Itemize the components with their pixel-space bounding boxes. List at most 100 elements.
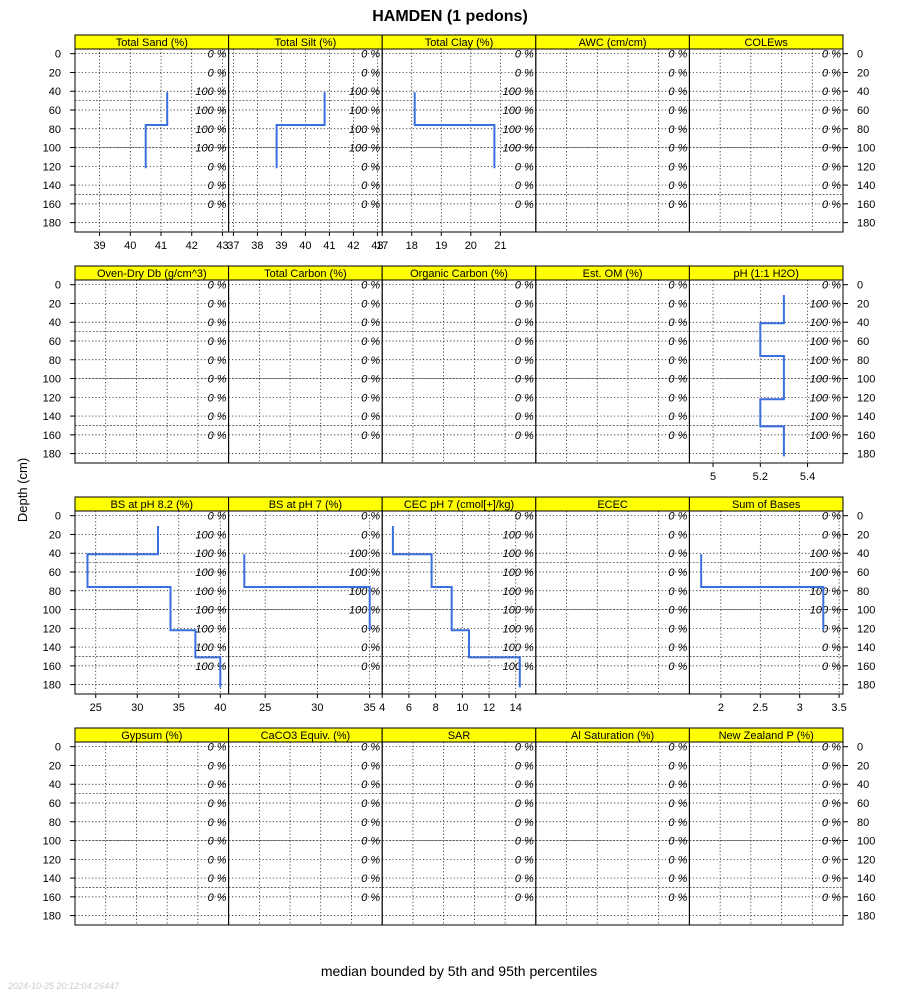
x-tick-label: 40 <box>299 240 311 252</box>
panel-title: Oven-Dry Db (g/cm^3) <box>97 268 207 280</box>
x-tick-label: 3.5 <box>831 702 846 714</box>
contributing-fraction-label: 100 % <box>195 642 226 654</box>
panel-title: CEC pH 7 (cmol[+]/kg) <box>404 499 514 511</box>
depth-tick-label-right: 20 <box>857 529 869 541</box>
depth-tick-label-right: 40 <box>857 86 869 98</box>
x-tick-label: 20 <box>465 240 477 252</box>
x-tick-label: 30 <box>131 702 143 714</box>
depth-tick-label-left: 40 <box>49 548 61 560</box>
depth-tick-label-left: 0 <box>55 49 61 61</box>
panel-title: pH (1:1 H2O) <box>733 268 798 280</box>
contributing-fraction-label: 100 % <box>810 411 841 423</box>
contributing-fraction-label: 100 % <box>195 586 226 598</box>
depth-tick-label-right: 160 <box>857 661 875 673</box>
x-tick-label: 39 <box>93 240 105 252</box>
contributing-fraction-label: 0 % <box>208 892 227 904</box>
contributing-fraction-label: 0 % <box>668 623 687 635</box>
contributing-fraction-label: 0 % <box>668 280 687 292</box>
depth-tick-label-right: 80 <box>857 817 869 829</box>
depth-tick-label-left: 40 <box>49 779 61 791</box>
depth-tick-label-right: 140 <box>857 180 875 192</box>
depth-tick-label-left: 100 <box>43 374 61 386</box>
contributing-fraction-label: 0 % <box>515 873 534 885</box>
contributing-fraction-label: 100 % <box>503 548 534 560</box>
contributing-fraction-label: 0 % <box>668 817 687 829</box>
contributing-fraction-label: 0 % <box>208 511 227 523</box>
panel-border <box>74 279 230 464</box>
panel-title: Al Saturation (%) <box>571 730 654 742</box>
contributing-fraction-label: 0 % <box>515 892 534 904</box>
contributing-fraction-label: 100 % <box>810 430 841 442</box>
contributing-fraction-label: 0 % <box>361 873 380 885</box>
x-tick-label: 17 <box>376 240 388 252</box>
depth-tick-label-right: 100 <box>857 143 875 155</box>
contributing-fraction-label: 0 % <box>361 642 380 654</box>
median-profile-line <box>144 92 169 169</box>
contributing-fraction-label: 0 % <box>668 124 687 136</box>
depth-tick-label-right: 0 <box>857 742 863 754</box>
contributing-fraction-label: 100 % <box>810 392 841 404</box>
depth-tick-label-right: 100 <box>857 836 875 848</box>
contributing-fraction-label: 0 % <box>822 180 841 192</box>
depth-tick-label-left: 140 <box>43 180 61 192</box>
contributing-fraction-label: 0 % <box>822 199 841 211</box>
contributing-fraction-label: 0 % <box>361 854 380 866</box>
contributing-fraction-label: 0 % <box>361 742 380 754</box>
depth-tick-label-left: 100 <box>43 143 61 155</box>
depth-tick-label-left: 40 <box>49 317 61 329</box>
depth-tick-label-left: 60 <box>49 798 61 810</box>
depth-tick-label-left: 120 <box>43 392 61 404</box>
contributing-fraction-label: 0 % <box>822 86 841 98</box>
contributing-fraction-label: 100 % <box>810 317 841 329</box>
contributing-fraction-label: 0 % <box>668 161 687 173</box>
depth-tick-label-left: 100 <box>43 605 61 617</box>
depth-tick-label-right: 160 <box>857 199 875 211</box>
contributing-fraction-label: 0 % <box>668 298 687 310</box>
timestamp: 2024-10-25 20:12:04.26447 <box>7 981 120 991</box>
contributing-fraction-label: 100 % <box>503 623 534 635</box>
contributing-fraction-label: 0 % <box>361 298 380 310</box>
contributing-fraction-label: 0 % <box>822 779 841 791</box>
depth-tick-label-left: 80 <box>49 817 61 829</box>
depth-tick-label-left: 80 <box>49 355 61 367</box>
panel-title: BS at pH 7 (%) <box>269 499 342 511</box>
depth-tick-label-right: 60 <box>857 798 869 810</box>
contributing-fraction-label: 0 % <box>668 355 687 367</box>
depth-tick-label-right: 140 <box>857 642 875 654</box>
contributing-fraction-label: 100 % <box>195 124 226 136</box>
y-axis-label: Depth (cm) <box>15 458 30 522</box>
panel-title: Gypsum (%) <box>121 730 182 742</box>
contributing-fraction-label: 0 % <box>668 836 687 848</box>
panel-border <box>74 48 230 233</box>
contributing-fraction-label: 0 % <box>361 511 380 523</box>
contributing-fraction-label: 0 % <box>515 298 534 310</box>
contributing-fraction-label: 100 % <box>810 336 841 348</box>
contributing-fraction-label: 0 % <box>515 161 534 173</box>
depth-tick-label-right: 60 <box>857 567 869 579</box>
depth-tick-label-left: 120 <box>43 161 61 173</box>
depth-tick-label-right: 180 <box>857 680 875 692</box>
panel-border <box>535 510 690 695</box>
contributing-fraction-label: 100 % <box>349 586 380 598</box>
contributing-fraction-label: 0 % <box>668 605 687 617</box>
median-profile-line <box>413 92 496 169</box>
depth-tick-label-right: 160 <box>857 892 875 904</box>
contributing-fraction-label: 0 % <box>668 854 687 866</box>
x-tick-label: 25 <box>90 702 102 714</box>
contributing-fraction-label: 0 % <box>208 760 227 772</box>
depth-tick-label-left: 120 <box>43 854 61 866</box>
depth-tick-label-left: 180 <box>43 218 61 230</box>
x-tick-label: 6 <box>406 702 412 714</box>
contributing-fraction-label: 100 % <box>349 567 380 579</box>
contributing-fraction-label: 0 % <box>361 529 380 541</box>
contributing-fraction-label: 0 % <box>515 430 534 442</box>
panel-border <box>381 48 537 233</box>
panel-title: ECEC <box>597 499 628 511</box>
depth-tick-label-left: 20 <box>49 529 61 541</box>
x-tick-label: 41 <box>155 240 167 252</box>
depth-tick-label-left: 140 <box>43 411 61 423</box>
contributing-fraction-label: 0 % <box>208 336 227 348</box>
x-tick-label: 18 <box>406 240 418 252</box>
depth-tick-label-right: 80 <box>857 355 869 367</box>
contributing-fraction-label: 0 % <box>208 355 227 367</box>
